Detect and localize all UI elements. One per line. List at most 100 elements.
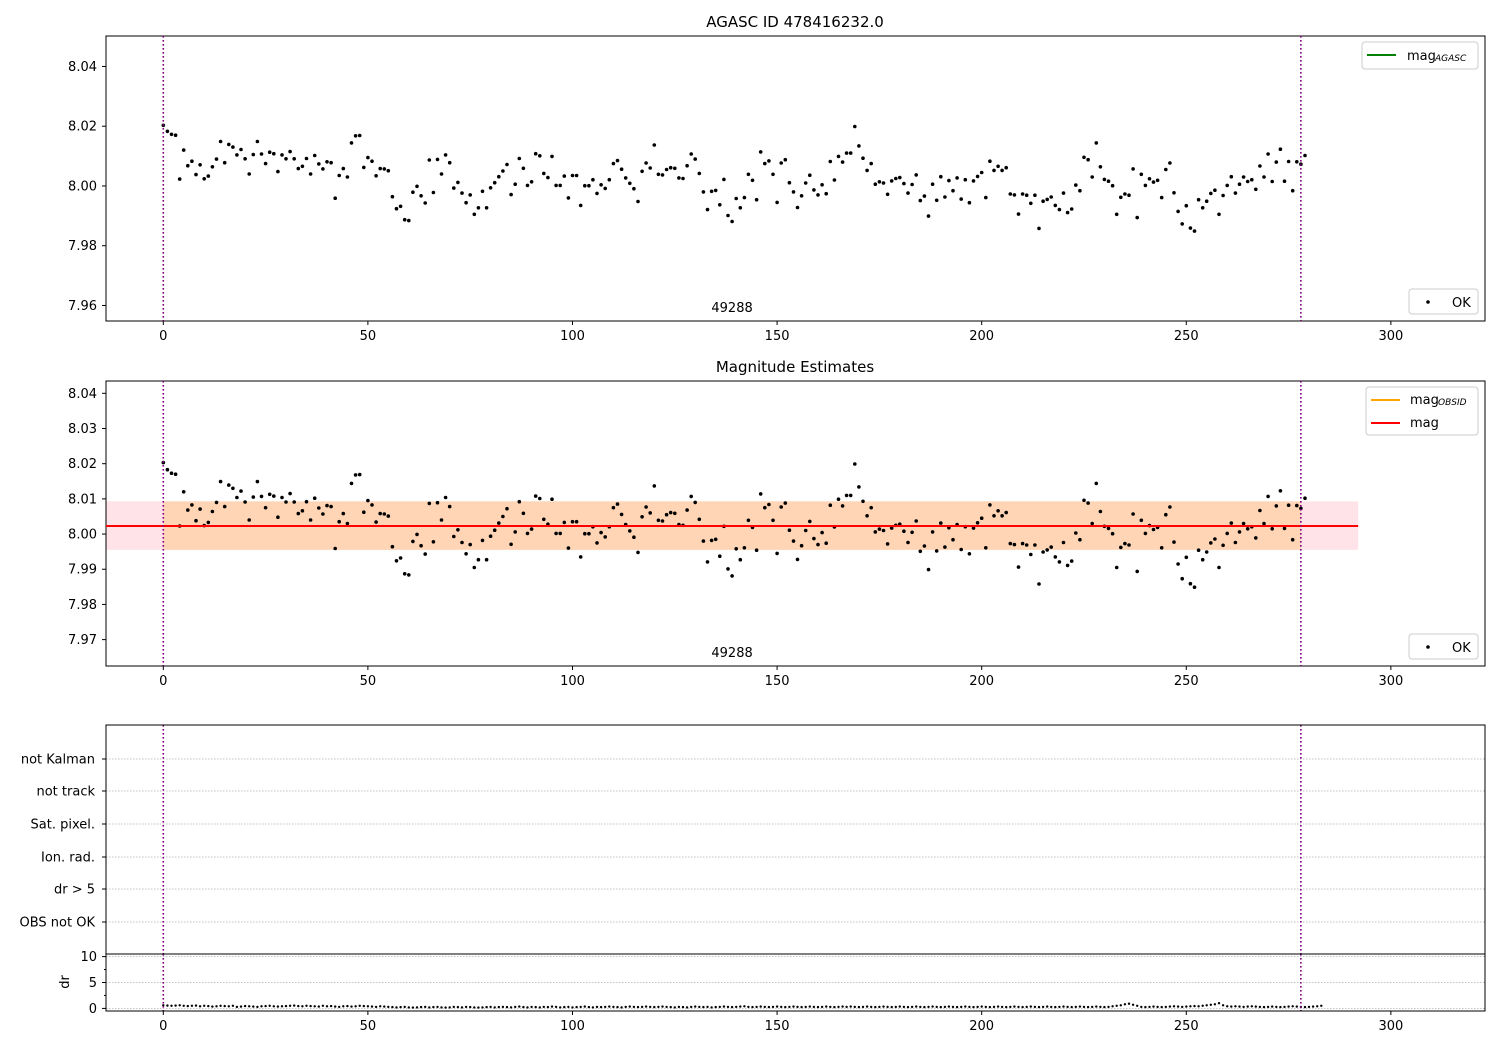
data-point (325, 160, 329, 164)
dr-point (407, 1006, 410, 1009)
data-point (1139, 172, 1144, 177)
x-tick-label: 0 (159, 674, 167, 689)
data-point (173, 133, 178, 137)
dr-point (174, 1004, 177, 1007)
x-tick-label: 100 (560, 1019, 585, 1034)
dr-point (1242, 1005, 1245, 1009)
data-point (300, 509, 305, 513)
dr-point (391, 1005, 394, 1009)
dr-point (1054, 1005, 1057, 1009)
data-point (795, 557, 800, 562)
data-point (476, 206, 481, 210)
dr-point (874, 1005, 877, 1009)
data-point (1119, 545, 1123, 550)
dr-point (694, 1005, 697, 1008)
data-point (1274, 504, 1279, 508)
data-point (1094, 141, 1099, 145)
data-point (1258, 508, 1262, 513)
dr-point (1291, 1005, 1294, 1008)
data-point (1192, 585, 1197, 589)
dr-point (456, 1005, 460, 1009)
dr-point (1058, 1005, 1061, 1009)
x-tick-label: 100 (560, 674, 585, 689)
data-point (243, 157, 247, 161)
data-point (378, 511, 383, 516)
data-point (1188, 581, 1193, 586)
data-point (255, 139, 260, 144)
dr-point (583, 1005, 586, 1008)
data-point (1078, 537, 1082, 542)
data-point (771, 172, 775, 177)
data-point (558, 183, 562, 188)
dr-point (931, 1005, 934, 1008)
dr-point (1082, 1005, 1086, 1009)
data-point (525, 183, 530, 188)
dr-point (509, 1006, 513, 1009)
dr-point (497, 1005, 500, 1009)
data-point (554, 183, 558, 188)
dr-point (1136, 1004, 1139, 1007)
data-point (468, 193, 473, 197)
dr-point (816, 1005, 820, 1009)
dr-point (882, 1005, 885, 1008)
data-point (284, 157, 288, 161)
mag-axes-frame (105, 380, 1486, 667)
dr-point (178, 1004, 181, 1007)
data-point (505, 506, 509, 511)
data-point (873, 182, 878, 186)
data-point (423, 201, 428, 205)
data-point (902, 181, 906, 186)
data-point (885, 192, 890, 197)
dr-point (726, 1005, 730, 1009)
data-point (1114, 565, 1119, 570)
dr-point (1037, 1005, 1041, 1009)
dr-point (428, 1006, 431, 1009)
dr-point (1250, 1005, 1254, 1008)
data-point (431, 540, 436, 544)
x-tick-label: 150 (765, 674, 790, 689)
data-point (808, 519, 812, 524)
dr-point (657, 1005, 660, 1009)
dr-point (1266, 1005, 1270, 1009)
data-point (1086, 501, 1090, 505)
data-point (664, 167, 669, 172)
agasc-legend-lower: OK (1408, 288, 1479, 315)
data-point (988, 503, 992, 507)
data-point (304, 156, 309, 161)
data-point (1037, 582, 1041, 586)
data-point (272, 494, 276, 498)
data-point (251, 495, 256, 499)
dr-point (329, 1004, 333, 1008)
data-point (861, 499, 865, 504)
dr-point (448, 1006, 451, 1009)
data-point (628, 181, 632, 186)
dr-point (780, 1005, 783, 1009)
data-point (353, 134, 358, 138)
data-point (366, 155, 370, 160)
data-point (492, 180, 497, 185)
data-point (1237, 182, 1242, 186)
dr-point (902, 1005, 906, 1009)
data-point (533, 494, 538, 498)
data-point (411, 539, 415, 544)
data-point (239, 489, 243, 493)
data-point (979, 170, 984, 175)
dr-point (293, 1004, 296, 1007)
data-point (1053, 203, 1058, 208)
data-point (509, 542, 513, 547)
legend-label-mag-red: mag (1410, 416, 1439, 431)
data-point (517, 499, 522, 504)
data-point (795, 205, 800, 210)
dr-point (1185, 1005, 1188, 1008)
dr-point (976, 1005, 979, 1009)
dr-point (207, 1004, 210, 1008)
dr-point (595, 1005, 599, 1009)
data-point (562, 174, 567, 178)
dr-point (538, 1006, 541, 1009)
data-point (1266, 494, 1270, 499)
data-point (296, 166, 301, 171)
data-point (1037, 226, 1041, 231)
data-point (247, 518, 251, 522)
dr-point (825, 1005, 828, 1008)
